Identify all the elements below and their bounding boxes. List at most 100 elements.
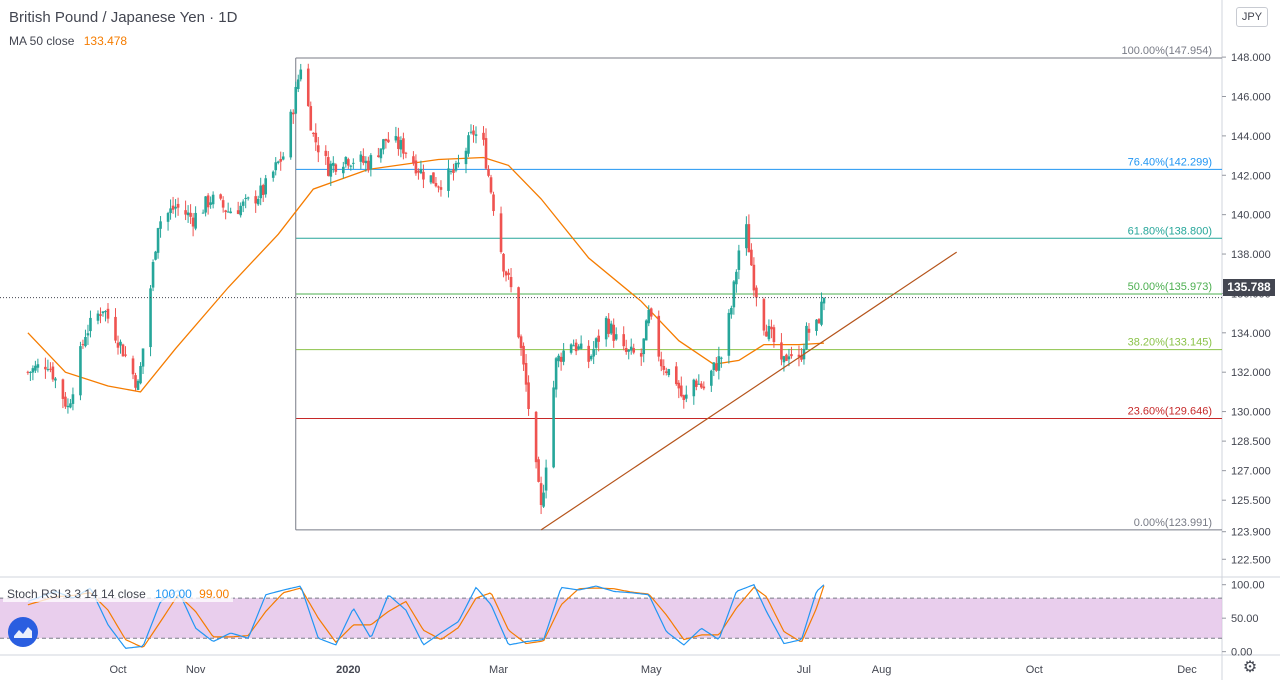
stoch-rsi-legend[interactable]: Stoch RSI 3 3 14 14 close 100.00 99.00 <box>3 586 234 602</box>
candle-body <box>482 132 485 140</box>
candle-body <box>121 344 125 357</box>
time-tick-label: May <box>641 664 662 676</box>
candle-body <box>574 342 578 352</box>
candle-body <box>507 272 510 275</box>
candle-body <box>412 156 415 164</box>
candle-body <box>171 205 175 210</box>
candle-body <box>397 136 400 149</box>
candle-body <box>544 467 548 491</box>
candle-body <box>151 262 155 288</box>
price-tick-label: 144.000 <box>1231 131 1271 143</box>
candle-body <box>86 333 90 336</box>
candle-body <box>717 356 721 371</box>
candle-body <box>524 362 528 385</box>
candle-body <box>537 459 540 482</box>
price-tick-label: 132.000 <box>1231 367 1271 379</box>
trendline[interactable] <box>540 251 958 531</box>
price-tick-label: 123.900 <box>1231 527 1271 539</box>
candle-body <box>639 353 643 357</box>
candle-body <box>667 369 671 376</box>
candle-body <box>209 202 212 205</box>
candle-body <box>562 350 565 362</box>
candle-body <box>642 338 646 355</box>
candle-body <box>134 375 137 388</box>
candle-body <box>649 308 653 317</box>
candle-body <box>219 194 222 199</box>
gear-icon[interactable]: ⚙ <box>1242 659 1258 676</box>
candle-body <box>755 287 758 298</box>
candle-body <box>684 394 688 399</box>
candle-body <box>66 405 70 408</box>
ma-legend[interactable]: MA 50 close 133.478 <box>9 34 127 48</box>
candle-body <box>309 106 313 131</box>
candle-body <box>577 346 580 349</box>
candle-body <box>261 185 265 195</box>
candle-body <box>294 86 298 114</box>
candle-body <box>256 198 260 205</box>
candle-body <box>291 112 295 115</box>
candle-body <box>720 357 723 359</box>
candle-body <box>787 356 791 360</box>
ma50-line <box>27 156 825 393</box>
symbol-title[interactable]: British Pound / Japanese Yen · 1D <box>9 9 238 26</box>
candle-body <box>224 210 227 213</box>
stoch-tick-label: 100.00 <box>1231 580 1265 592</box>
candlestick-series <box>26 63 826 515</box>
candle-body <box>589 356 593 360</box>
candle-body <box>454 163 458 171</box>
fibonacci-retracement[interactable]: 0.00%(123.991) 23.60%(129.646) 38.20%(133.… <box>295 45 1222 531</box>
tradingview-logo-icon[interactable] <box>8 617 38 647</box>
candle-body <box>805 325 808 350</box>
candle-body <box>64 396 67 407</box>
candle-body <box>767 325 771 340</box>
candle-body <box>592 348 595 357</box>
candle-body <box>104 311 107 313</box>
candle-body <box>657 315 661 357</box>
candle-body <box>332 162 335 166</box>
candle-body <box>46 369 50 371</box>
candle-body <box>174 206 177 209</box>
candle-body <box>221 200 225 208</box>
candle-body <box>715 363 718 371</box>
candle-body <box>349 165 353 167</box>
price-tick-label: 146.000 <box>1231 91 1271 103</box>
candle-body <box>26 371 30 373</box>
candle-body <box>539 483 543 505</box>
candle-body <box>239 205 242 216</box>
candle-body <box>790 354 793 357</box>
candle-body <box>492 194 495 212</box>
candle-body <box>176 203 180 208</box>
candle-body <box>647 309 651 324</box>
candle-body <box>527 382 530 409</box>
fib-level-label: 76.40%(142.299) <box>1128 156 1212 168</box>
trendline-segment[interactable] <box>540 251 958 531</box>
time-tick-label: Jul <box>797 664 811 676</box>
axes: 148.000 146.000 144.000 142.000 140.000 138.0… <box>109 52 1270 676</box>
candle-body <box>131 358 135 375</box>
candle-body <box>206 195 210 208</box>
candle-body <box>710 370 713 386</box>
candle-body <box>609 323 613 334</box>
candle-body <box>402 138 405 154</box>
candle-body <box>306 68 310 106</box>
candle-body <box>281 156 285 160</box>
candle-body <box>702 386 706 389</box>
candle-body <box>807 328 811 333</box>
candle-body <box>159 221 162 229</box>
candle-body <box>502 253 505 272</box>
candle-body <box>399 140 403 150</box>
candle-body <box>519 336 523 349</box>
candle-body <box>474 134 478 136</box>
candle-body <box>587 345 590 362</box>
candle-body <box>264 178 268 195</box>
candle-body <box>712 362 716 371</box>
candle-body <box>664 371 668 373</box>
candle-body <box>201 212 205 214</box>
currency-badge[interactable]: JPY <box>1236 7 1268 27</box>
candle-body <box>279 159 283 162</box>
candle-body <box>614 334 618 340</box>
candle-body <box>101 311 105 314</box>
candle-body <box>432 172 435 184</box>
candle-body <box>36 364 40 368</box>
